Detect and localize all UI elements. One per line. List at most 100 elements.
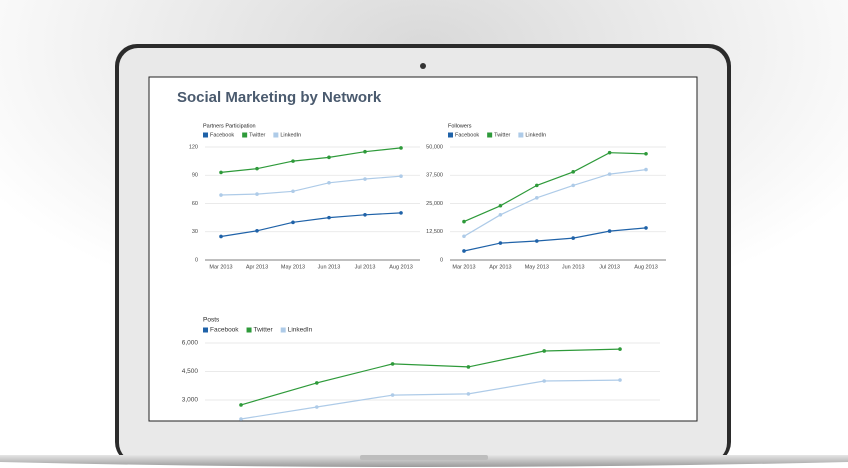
series-line xyxy=(240,379,621,420)
data-point xyxy=(607,150,612,155)
series-line xyxy=(463,152,647,223)
data-point xyxy=(542,349,546,353)
x-tick-label: Apr 2013 xyxy=(246,264,268,270)
legend-label: Facebook xyxy=(455,132,479,138)
x-tick-label: Mar 2013 xyxy=(209,264,232,270)
series-line xyxy=(220,212,402,238)
data-point xyxy=(390,393,395,397)
data-point xyxy=(291,159,295,163)
data-point xyxy=(255,166,259,171)
data-point xyxy=(219,234,223,239)
data-point xyxy=(399,174,403,178)
legend-label: LinkedIn xyxy=(288,327,313,334)
legend-swatch xyxy=(203,132,208,138)
x-tick-label: Jun 2013 xyxy=(562,264,585,270)
data-point xyxy=(466,365,471,369)
y-tick-label: 50,000 xyxy=(426,144,443,150)
data-point xyxy=(571,170,575,174)
data-point xyxy=(327,155,331,160)
data-point xyxy=(239,417,243,421)
data-point xyxy=(535,196,539,200)
chart-title: Partners Participation xyxy=(203,123,256,129)
screen xyxy=(148,76,698,422)
legend-swatch xyxy=(273,132,279,138)
y-tick-label: 3,000 xyxy=(182,397,199,404)
x-tick-label: Apr 2013 xyxy=(489,264,511,270)
data-point xyxy=(399,146,403,150)
laptop-base xyxy=(0,455,848,467)
data-point xyxy=(535,239,539,243)
x-tick-label: Jul 2013 xyxy=(599,264,620,270)
x-tick-label: May 2013 xyxy=(525,264,549,270)
y-tick-label: 12,500 xyxy=(426,229,443,235)
x-tick-label: Aug 2013 xyxy=(634,264,658,270)
data-point xyxy=(291,189,295,194)
data-point xyxy=(327,180,331,185)
legend-swatch xyxy=(487,132,493,138)
legend-label: Facebook xyxy=(210,132,234,138)
screen-content: Social Marketing by Network Partners Par… xyxy=(177,89,666,421)
y-tick-label: 37,500 xyxy=(426,173,443,179)
data-point xyxy=(571,236,575,240)
legend-label: LinkedIn xyxy=(280,132,301,138)
data-point xyxy=(462,249,466,253)
y-tick-label: 30 xyxy=(192,229,198,235)
legend-label: Twitter xyxy=(494,132,510,138)
y-tick-label: 0 xyxy=(440,257,443,263)
data-point xyxy=(390,362,395,366)
data-point xyxy=(607,229,612,233)
y-tick-label: 6,000 xyxy=(182,340,199,347)
data-point xyxy=(644,226,648,230)
data-point xyxy=(618,347,622,351)
legend-label: Facebook xyxy=(210,327,239,334)
y-tick-label: 120 xyxy=(189,144,198,150)
data-point xyxy=(219,170,223,175)
data-point xyxy=(327,215,331,220)
data-point xyxy=(644,167,648,172)
y-tick-label: 90 xyxy=(192,173,198,179)
data-point xyxy=(315,381,319,385)
data-point xyxy=(363,177,367,181)
legend-swatch xyxy=(448,132,453,138)
page-title: Social Marketing by Network xyxy=(177,89,382,106)
data-point xyxy=(644,151,648,156)
y-tick-label: 4,500 xyxy=(182,368,199,375)
data-point xyxy=(498,203,503,208)
data-point xyxy=(255,229,259,233)
chart-title: Followers xyxy=(448,123,472,129)
series-line xyxy=(463,169,647,237)
data-point xyxy=(239,403,243,407)
data-point xyxy=(219,193,223,197)
laptop-notch xyxy=(360,455,488,460)
data-point xyxy=(255,192,259,196)
legend-label: Twitter xyxy=(254,327,274,334)
data-point xyxy=(462,234,466,239)
legend-swatch xyxy=(280,327,286,333)
data-point xyxy=(363,213,367,217)
legend-label: LinkedIn xyxy=(525,132,546,138)
data-point xyxy=(542,379,546,383)
series-line xyxy=(240,348,621,406)
data-point xyxy=(363,149,367,154)
data-point xyxy=(607,172,612,176)
data-point xyxy=(462,219,466,224)
legend-swatch xyxy=(246,327,252,333)
chart-title: Posts xyxy=(203,317,220,324)
x-tick-label: Jun 2013 xyxy=(318,264,341,270)
x-tick-label: Aug 2013 xyxy=(389,264,413,270)
legend-swatch xyxy=(242,132,248,138)
legend-swatch xyxy=(518,132,524,138)
x-tick-label: Jul 2013 xyxy=(355,264,376,270)
series-line xyxy=(220,175,402,196)
data-point xyxy=(399,211,403,215)
data-point xyxy=(498,241,503,245)
data-point xyxy=(315,405,319,409)
legend-label: Twitter xyxy=(249,132,265,138)
legend-swatch xyxy=(203,327,208,333)
data-point xyxy=(498,213,503,217)
x-tick-label: May 2013 xyxy=(281,264,305,270)
y-tick-label: 60 xyxy=(192,201,198,207)
series-line xyxy=(463,227,647,252)
